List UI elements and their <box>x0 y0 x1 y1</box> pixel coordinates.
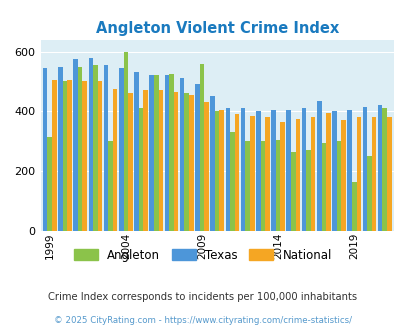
Bar <box>73 59 78 231</box>
Bar <box>351 182 356 231</box>
Bar <box>310 117 315 231</box>
Bar <box>143 90 147 231</box>
Bar <box>214 112 219 231</box>
Bar <box>47 137 52 231</box>
Bar <box>128 93 132 231</box>
Bar <box>119 68 123 231</box>
Bar <box>43 68 47 231</box>
Bar <box>275 140 280 231</box>
Bar <box>58 67 62 231</box>
Bar <box>264 117 269 231</box>
Bar <box>82 82 87 231</box>
Bar <box>189 95 193 231</box>
Bar <box>356 117 360 231</box>
Legend: Angleton, Texas, National: Angleton, Texas, National <box>69 244 336 266</box>
Bar <box>260 141 264 231</box>
Bar <box>139 108 143 231</box>
Bar <box>316 101 321 231</box>
Bar <box>164 76 169 231</box>
Bar <box>98 82 102 231</box>
Bar <box>158 90 163 231</box>
Bar <box>286 110 290 231</box>
Bar <box>88 57 93 231</box>
Bar <box>271 110 275 231</box>
Bar <box>321 143 325 231</box>
Bar <box>382 108 386 231</box>
Bar <box>256 112 260 231</box>
Bar <box>93 65 98 231</box>
Bar <box>108 141 113 231</box>
Bar <box>52 80 56 231</box>
Bar <box>362 107 366 231</box>
Bar <box>134 73 139 231</box>
Bar <box>210 96 214 231</box>
Bar <box>280 122 284 231</box>
Bar <box>290 152 295 231</box>
Bar <box>195 84 199 231</box>
Bar <box>371 117 375 231</box>
Bar <box>245 141 249 231</box>
Bar <box>113 89 117 231</box>
Bar <box>386 117 390 231</box>
Bar <box>169 74 173 231</box>
Bar <box>336 141 341 231</box>
Bar <box>234 115 239 231</box>
Bar <box>78 67 82 231</box>
Bar <box>179 79 184 231</box>
Bar <box>153 76 158 231</box>
Bar <box>305 150 310 231</box>
Bar <box>240 108 245 231</box>
Bar <box>377 105 382 231</box>
Bar <box>123 51 128 231</box>
Text: Crime Index corresponds to incidents per 100,000 inhabitants: Crime Index corresponds to incidents per… <box>48 292 357 302</box>
Bar <box>149 76 153 231</box>
Bar <box>199 64 204 231</box>
Title: Angleton Violent Crime Index: Angleton Violent Crime Index <box>95 21 338 36</box>
Bar <box>230 132 234 231</box>
Bar <box>225 108 230 231</box>
Bar <box>184 93 189 231</box>
Bar <box>301 108 305 231</box>
Bar <box>325 113 330 231</box>
Bar <box>366 156 371 231</box>
Bar <box>204 102 208 231</box>
Bar <box>173 92 178 231</box>
Bar <box>249 116 254 231</box>
Bar <box>62 82 67 231</box>
Bar <box>295 119 299 231</box>
Bar <box>67 80 72 231</box>
Bar <box>104 65 108 231</box>
Bar <box>219 110 224 231</box>
Text: © 2025 CityRating.com - https://www.cityrating.com/crime-statistics/: © 2025 CityRating.com - https://www.city… <box>54 316 351 325</box>
Bar <box>347 110 351 231</box>
Bar <box>331 112 336 231</box>
Bar <box>341 120 345 231</box>
